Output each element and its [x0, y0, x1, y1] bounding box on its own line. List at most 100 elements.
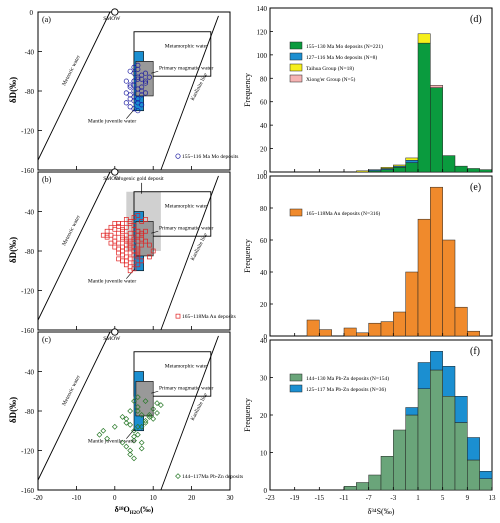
data-point — [127, 104, 133, 110]
histogram-bar — [368, 474, 382, 491]
x-tick-label: 0 — [113, 494, 117, 502]
x-tick-label: -23 — [265, 494, 275, 502]
data-point — [134, 404, 141, 410]
data-point — [123, 443, 130, 450]
histogram-bar — [417, 42, 431, 173]
data-point — [134, 408, 141, 414]
y-tick-label: -40 — [25, 369, 35, 377]
y-axis-label: Frequency — [243, 239, 252, 273]
data-point — [139, 88, 145, 94]
y-tick-label: 80 — [260, 75, 268, 83]
histogram-bar — [417, 362, 431, 389]
meteoric-water-line — [37, 11, 111, 161]
legend-label: 165~118Ma Au deposits (N=316) — [306, 210, 380, 217]
y-tick-label: 30 — [260, 375, 268, 383]
y-tick-label: -160 — [21, 487, 34, 495]
data-point — [131, 64, 137, 70]
y-tick-label: -80 — [25, 408, 35, 416]
histogram-bar — [368, 322, 382, 337]
histogram-bar — [442, 366, 456, 397]
data-point — [135, 262, 141, 268]
orogenic-gold-label: Orogenic gold deposit — [115, 176, 164, 182]
y-tick-label: 120 — [257, 28, 268, 36]
legend-label: 155~116 Ma Mo deposits — [182, 154, 238, 160]
data-point — [157, 402, 164, 408]
y-tick-label: 40 — [260, 122, 268, 130]
data-point — [131, 398, 137, 405]
data-point — [135, 248, 141, 254]
y-tick-label: -40 — [25, 49, 35, 57]
smow-label: SMOW — [103, 16, 121, 22]
data-point — [116, 223, 121, 229]
histogram-panel-e — [269, 175, 493, 337]
histogram-bar — [356, 332, 369, 337]
data-point — [150, 406, 157, 412]
data-point — [127, 408, 134, 414]
histogram-bar — [343, 486, 357, 491]
primary-magmatic-label: Primary magmatic water — [159, 65, 214, 71]
legend-swatch — [289, 63, 303, 72]
y-tick-label: 0 — [30, 9, 34, 17]
x-tick-label: -3 — [390, 494, 396, 502]
data-point — [146, 74, 152, 80]
primary-magmatic-label: Primary magmatic water — [159, 385, 214, 391]
data-point — [127, 256, 133, 262]
data-point — [104, 435, 111, 442]
histogram-bar — [479, 471, 493, 479]
panel-label: (e) — [470, 182, 481, 193]
histogram-bar — [380, 169, 394, 173]
histogram-bar — [467, 437, 480, 461]
mantle-juvenile-label: Mantle juvenile water — [88, 279, 136, 285]
data-point — [112, 226, 118, 232]
data-point — [147, 254, 152, 260]
data-point — [127, 238, 133, 244]
data-point — [120, 226, 125, 232]
histogram-bar — [380, 167, 394, 169]
data-point — [135, 108, 141, 114]
data-point — [154, 400, 160, 406]
histogram-bar — [430, 369, 443, 491]
data-point — [135, 213, 141, 218]
data-point — [116, 230, 121, 236]
y-tick-label: 20 — [260, 146, 268, 154]
data-point — [131, 106, 137, 112]
histogram-bar — [380, 321, 394, 337]
y-tick-label: -80 — [25, 248, 35, 256]
data-point — [142, 398, 149, 405]
hist-plot-frame — [269, 7, 493, 173]
y-tick-label: 10 — [260, 450, 268, 458]
y-axis-label: Frequency — [243, 73, 252, 107]
data-point — [139, 258, 145, 264]
data-point — [123, 100, 129, 106]
meteoric-water-line — [37, 331, 111, 481]
data-point — [123, 90, 129, 96]
data-point — [142, 419, 149, 426]
y-tick-label: -120 — [21, 128, 34, 136]
histogram-bar — [417, 218, 431, 337]
histogram-bar — [417, 388, 431, 491]
data-point — [135, 96, 141, 102]
legend-swatch — [289, 41, 303, 50]
histogram-bar — [405, 414, 419, 491]
mantle-arrow — [126, 108, 135, 119]
data-point — [139, 242, 145, 248]
data-point — [154, 410, 160, 416]
data-point — [127, 230, 133, 236]
x-tick-label: 30 — [227, 494, 235, 502]
legend-label: 144~130 Ma Pb-Zn deposits (N=154) — [306, 375, 389, 382]
histogram-bar — [319, 329, 332, 337]
primary-magmatic-label: Primary magmatic water — [159, 225, 214, 231]
metamorphic-water-label: Metamorphic water — [165, 44, 208, 50]
legend-label: Taihua Group (N=18) — [306, 65, 354, 72]
data-point — [119, 439, 126, 446]
histogram-bar — [442, 239, 456, 337]
legend-marker — [175, 313, 181, 319]
x-tick-label: -10 — [72, 494, 82, 502]
data-point — [138, 423, 145, 430]
histogram-panel-d — [269, 7, 493, 173]
legend-label: 125~117 Ma Pb-Zn deposits (N=36) — [306, 386, 386, 393]
kaolinite-line — [160, 175, 219, 331]
x-tick-label: -20 — [33, 494, 43, 502]
meteoric-water-label: Meteoric water — [61, 214, 82, 247]
x-tick-label: 13 — [489, 494, 497, 502]
